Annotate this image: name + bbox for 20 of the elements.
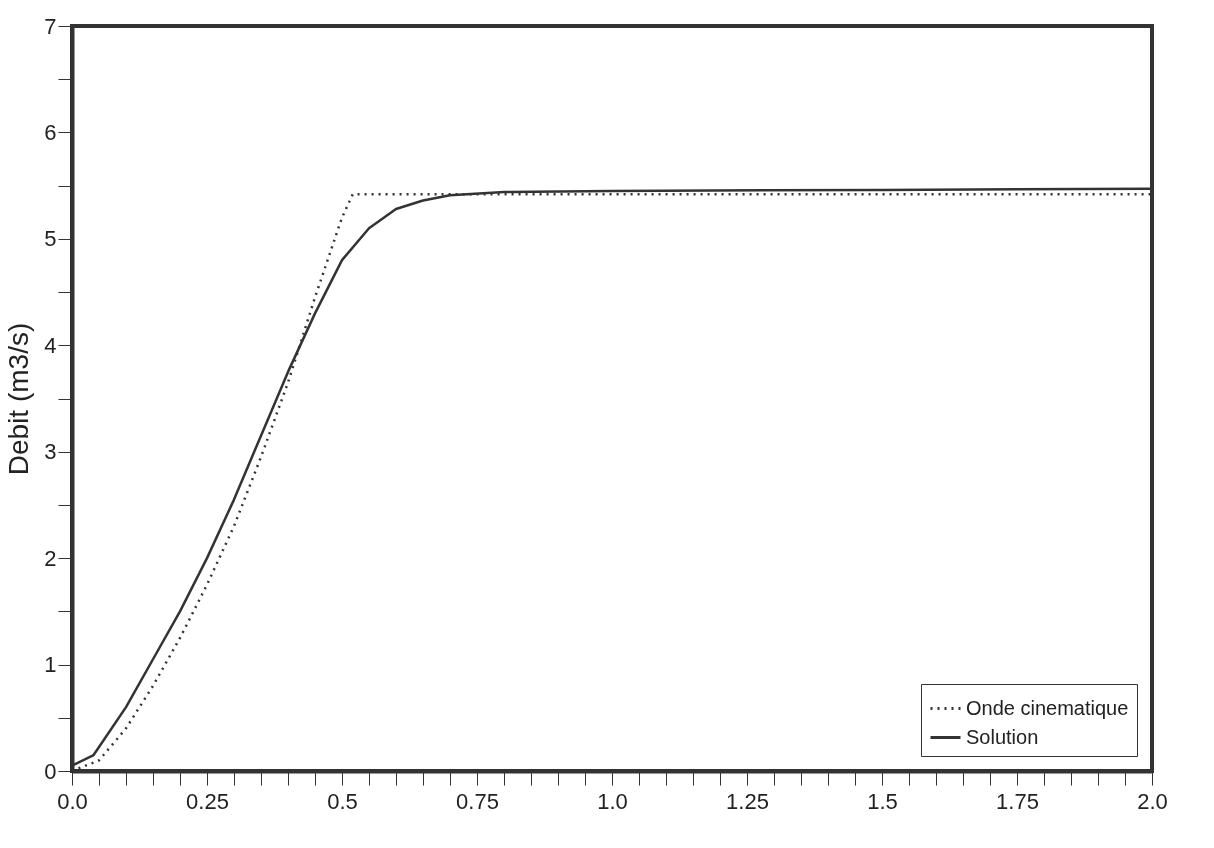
y-tick-label: 4 (44, 332, 57, 358)
y-tick-label: 6 (44, 119, 57, 145)
x-tick-label: 1.0 (597, 788, 628, 814)
y-tick-label: 7 (44, 13, 57, 39)
x-tick-label: 0.5 (327, 788, 358, 814)
y-tick-label: 1 (44, 652, 57, 678)
x-tick-label: 0.25 (186, 788, 229, 814)
y-tick-label: 0 (44, 758, 57, 784)
y-tick-label: 5 (44, 226, 57, 252)
x-tick-label: 0.0 (57, 788, 88, 814)
y-tick-label: 2 (44, 545, 57, 571)
x-tick-label: 2.0 (1137, 788, 1168, 814)
legend-label: Solution (966, 725, 1039, 748)
y-tick-label: 3 (44, 439, 57, 465)
x-tick-label: 1.75 (996, 788, 1039, 814)
x-tick-label: 0.75 (456, 788, 499, 814)
legend-label: Onde cinematique (966, 696, 1129, 719)
y-axis-title: Debit (m3/s) (3, 322, 35, 476)
x-tick-label: 1.5 (867, 788, 898, 814)
x-tick-label: 1.25 (726, 788, 769, 814)
